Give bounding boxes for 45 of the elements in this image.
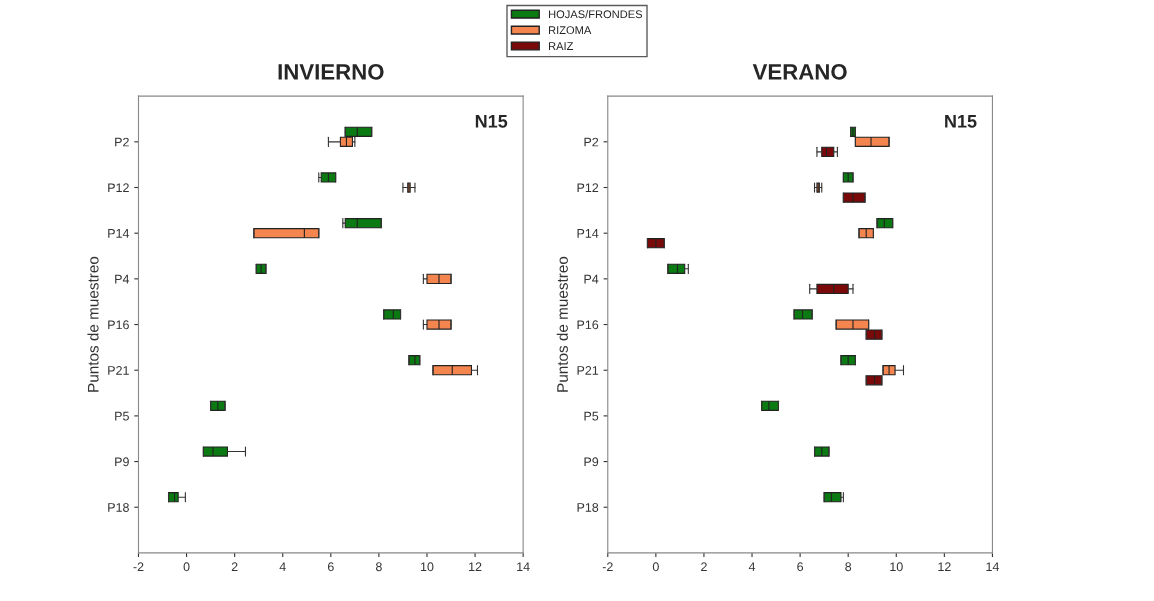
y-tick-label: P2 — [115, 137, 129, 147]
y-tick-label: P18 — [577, 503, 599, 512]
y-axis-title: Puntos de muestreo — [87, 256, 99, 392]
y-tick-label: P14 — [577, 229, 599, 238]
y-tick-label: P16 — [108, 320, 129, 330]
y-tick-label: P12 — [108, 183, 129, 193]
y-tick-label: P12 — [577, 183, 599, 193]
x-tick-label: -2 — [133, 562, 144, 572]
x-tick-label: 8 — [375, 562, 382, 572]
y-tick-label: P5 — [584, 411, 599, 421]
x-tick-label: 2 — [701, 562, 707, 572]
y-tick-label: P9 — [115, 457, 129, 467]
x-tick-label: 6 — [797, 562, 804, 572]
y-axis-title: Puntos de muestreo — [556, 256, 568, 392]
x-tick-label: 4 — [279, 562, 286, 572]
annotation: N15 — [475, 115, 508, 128]
x-tick-label: 12 — [938, 562, 951, 572]
y-tick-label: P5 — [115, 411, 129, 421]
y-tick-label: P16 — [577, 320, 599, 330]
y-tick-label: P21 — [577, 366, 599, 375]
x-tick-label: 10 — [420, 562, 434, 572]
x-tick-label: -2 — [602, 562, 613, 572]
x-tick-label: 0 — [183, 562, 190, 572]
y-tick-label: P21 — [108, 366, 129, 375]
x-tick-label: 8 — [845, 562, 852, 572]
y-tick-label: P2 — [584, 137, 599, 147]
x-tick-label: 2 — [231, 562, 238, 572]
x-tick-label: 6 — [327, 562, 334, 572]
x-tick-label: 0 — [652, 562, 659, 572]
y-tick-label: P14 — [108, 229, 130, 238]
x-tick-label: 4 — [748, 562, 756, 572]
y-tick-label: P4 — [115, 274, 130, 284]
y-tick-label: P4 — [584, 274, 599, 284]
y-tick-label: P18 — [108, 503, 129, 512]
legend-label: RIZOMA — [549, 26, 592, 35]
chart-title: INVIERNO — [278, 63, 384, 80]
legend-label: HOJAS/FRONDES — [549, 10, 643, 19]
x-tick-label: 14 — [517, 562, 530, 572]
x-tick-label: 12 — [469, 562, 482, 572]
annotation: N15 — [945, 115, 977, 128]
chart-title: VERANO — [752, 63, 847, 80]
y-tick-label: P9 — [584, 457, 599, 467]
legend-label: RAIZ — [549, 42, 574, 50]
x-tick-label: 10 — [890, 562, 903, 572]
x-tick-label: 14 — [986, 562, 1000, 572]
